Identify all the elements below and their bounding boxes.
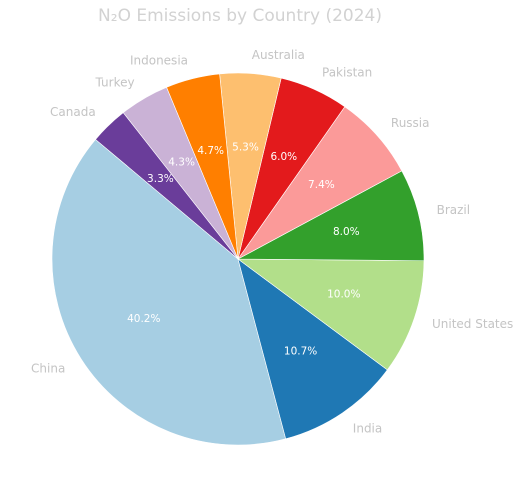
percent-labels: 40.2% 10.7% 10.0% 8.0% 7.4% 6.0% 5.3% 4.7%4.3% 3…	[127, 142, 360, 358]
chart-title: N₂O Emissions by Country (2024)	[98, 6, 382, 26]
percent-label-pakistan: 6.0%	[270, 151, 297, 163]
slice-brazil	[237, 170, 425, 262]
percent-label-united-states: 10.0%	[327, 289, 360, 301]
percent-label-turkey: 4.3%	[168, 157, 195, 169]
percent-label-indonesia: 4.7%	[197, 145, 224, 157]
percent-label-canada: 3.3%	[147, 173, 174, 185]
slice-label-united-states: United States	[432, 317, 513, 331]
slice-label-china: China	[31, 362, 65, 376]
slice-label-indonesia: Indonesia	[130, 54, 188, 68]
pie-slices	[51, 72, 425, 446]
percent-label-india: 10.7%	[284, 345, 317, 357]
slice-china	[51, 139, 287, 446]
slice-india	[237, 258, 388, 440]
percent-label-brazil: 8.0%	[333, 226, 360, 238]
slice-label-turkey: Turkey	[95, 76, 135, 90]
slice-label-russia: Russia	[391, 116, 430, 130]
percent-label-russia: 7.4%	[308, 179, 335, 191]
percent-label-australia: 5.3%	[232, 142, 259, 154]
slice-united-states	[237, 258, 425, 371]
slice-label-pakistan: Pakistan	[322, 65, 372, 79]
slice-name-labels: China India United States Brazil Russia Pakis…	[31, 48, 513, 435]
slice-label-india: India	[353, 421, 382, 435]
percent-label-china: 40.2%	[127, 313, 160, 325]
slice-label-brazil: Brazil	[437, 203, 471, 217]
slice-canada	[95, 112, 239, 260]
slice-label-australia: Australia	[252, 48, 305, 62]
slice-label-canada: Canada	[50, 105, 96, 119]
